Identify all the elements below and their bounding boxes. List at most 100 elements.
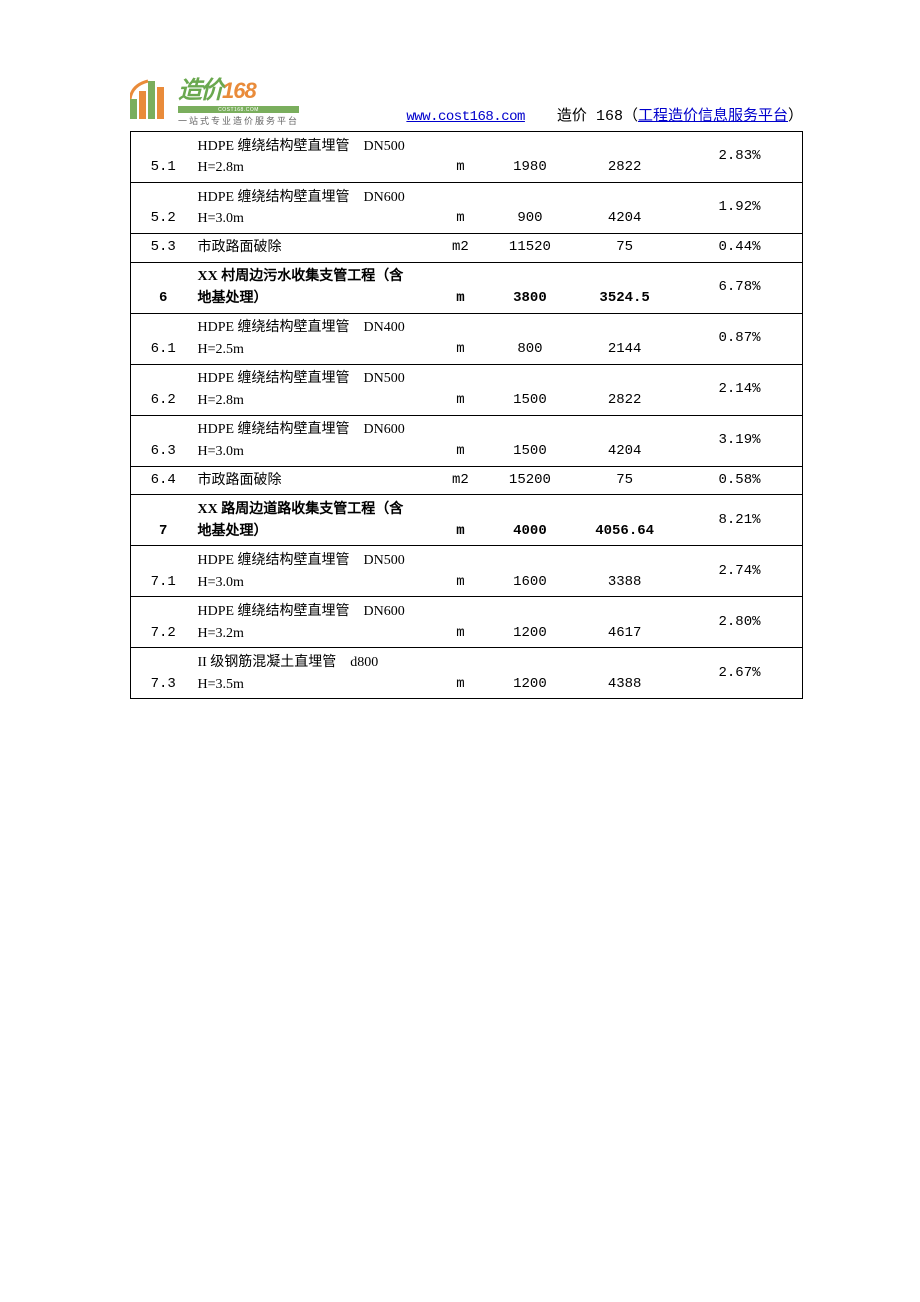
cell-unit: m	[433, 183, 487, 234]
cell-unit: m	[433, 364, 487, 415]
cell-pct: 0.44%	[677, 234, 802, 263]
logo-text: 造价168 COST168.COM 一站式专业造价服务平台	[178, 70, 299, 127]
cell-unit: m	[433, 546, 487, 597]
logo-icon	[130, 75, 176, 123]
cell-pct: 1.92%	[677, 183, 802, 234]
cell-price: 4388	[572, 648, 677, 699]
cell-qty: 800	[488, 313, 573, 364]
cell-id: 7.3	[131, 648, 196, 699]
cell-id: 5.2	[131, 183, 196, 234]
cell-qty: 3800	[488, 262, 573, 313]
cell-price: 3524.5	[572, 262, 677, 313]
cell-qty: 1200	[488, 597, 573, 648]
cell-pct: 2.67%	[677, 648, 802, 699]
table-row: 5.3市政路面破除m211520750.44%	[131, 234, 803, 263]
cell-price: 75	[572, 234, 677, 263]
logo-bar-text: COST168.COM	[178, 106, 299, 113]
cell-name: XX 村周边污水收集支管工程（含地基处理）	[195, 262, 433, 313]
cell-id: 7.2	[131, 597, 196, 648]
cell-qty: 1600	[488, 546, 573, 597]
brand-paren-open: （	[623, 108, 638, 124]
cell-qty: 4000	[488, 495, 573, 546]
cell-id: 6.1	[131, 313, 196, 364]
table-row: 7.3II 级钢筋混凝土直埋管 d800H=3.5mm120043882.67%	[131, 648, 803, 699]
cell-pct: 6.78%	[677, 262, 802, 313]
cell-unit: m	[433, 495, 487, 546]
table-row: 6XX 村周边污水收集支管工程（含地基处理）m38003524.56.78%	[131, 262, 803, 313]
brand-num: 168	[587, 108, 623, 125]
cell-unit: m	[433, 597, 487, 648]
cell-id: 7	[131, 495, 196, 546]
cell-qty: 900	[488, 183, 573, 234]
cell-price: 75	[572, 466, 677, 495]
cell-qty: 1500	[488, 364, 573, 415]
cell-pct: 2.14%	[677, 364, 802, 415]
cell-id: 7.1	[131, 546, 196, 597]
cell-unit: m	[433, 132, 487, 183]
cell-price: 4617	[572, 597, 677, 648]
cell-price: 4204	[572, 415, 677, 466]
header-brand: 造价 168（工程造价信息服务平台）	[557, 104, 803, 125]
cell-name: HDPE 缠绕结构壁直埋管 DN600H=3.2m	[195, 597, 433, 648]
logo-cn-text: 造价	[178, 70, 222, 105]
cell-pct: 0.87%	[677, 313, 802, 364]
cell-pct: 2.80%	[677, 597, 802, 648]
cell-name: 市政路面破除	[195, 234, 433, 263]
cell-unit: m2	[433, 234, 487, 263]
table-row: 7.2HDPE 缠绕结构壁直埋管 DN600H=3.2mm120046172.8…	[131, 597, 803, 648]
cell-unit: m	[433, 648, 487, 699]
cell-pct: 2.74%	[677, 546, 802, 597]
table-row: 6.2HDPE 缠绕结构壁直埋管 DN500H=2.8mm150028222.1…	[131, 364, 803, 415]
logo-sub-text: 一站式专业造价服务平台	[178, 114, 299, 127]
cell-price: 4204	[572, 183, 677, 234]
cell-price: 2822	[572, 364, 677, 415]
cell-id: 6.2	[131, 364, 196, 415]
cell-pct: 8.21%	[677, 495, 802, 546]
cell-unit: m	[433, 415, 487, 466]
cell-qty: 11520	[488, 234, 573, 263]
table-row: 6.4市政路面破除m215200750.58%	[131, 466, 803, 495]
cell-name: HDPE 缠绕结构壁直埋管 DN600H=3.0m	[195, 183, 433, 234]
brand-paren-close: ）	[788, 108, 803, 124]
cell-id: 6.3	[131, 415, 196, 466]
brand-prefix: 造价	[557, 108, 587, 124]
cell-unit: m	[433, 262, 487, 313]
cell-name: HDPE 缠绕结构壁直埋管 DN600H=3.0m	[195, 415, 433, 466]
cell-unit: m	[433, 313, 487, 364]
table-row: 6.3HDPE 缠绕结构壁直埋管 DN600H=3.0mm150042043.1…	[131, 415, 803, 466]
brand-link[interactable]: 工程造价信息服务平台	[638, 108, 788, 124]
cell-name: HDPE 缠绕结构壁直埋管 DN500H=2.8m	[195, 132, 433, 183]
cell-id: 6	[131, 262, 196, 313]
cell-pct: 2.83%	[677, 132, 802, 183]
cell-name: 市政路面破除	[195, 466, 433, 495]
cell-name: HDPE 缠绕结构壁直埋管 DN500H=3.0m	[195, 546, 433, 597]
cell-price: 2822	[572, 132, 677, 183]
cell-name: HDPE 缠绕结构壁直埋管 DN400H=2.5m	[195, 313, 433, 364]
data-table: 5.1HDPE 缠绕结构壁直埋管 DN500H=2.8mm198028222.8…	[130, 131, 803, 699]
cell-qty: 1500	[488, 415, 573, 466]
table-row: 6.1HDPE 缠绕结构壁直埋管 DN400H=2.5mm80021440.87…	[131, 313, 803, 364]
cell-id: 5.1	[131, 132, 196, 183]
page-header: 造价168 COST168.COM 一站式专业造价服务平台 www.cost16…	[130, 70, 803, 127]
cell-pct: 3.19%	[677, 415, 802, 466]
header-url-link[interactable]: www.cost168.com	[406, 109, 525, 125]
logo-num-text: 168	[222, 78, 256, 104]
logo: 造价168 COST168.COM 一站式专业造价服务平台	[130, 70, 299, 127]
cell-id: 5.3	[131, 234, 196, 263]
cell-price: 4056.64	[572, 495, 677, 546]
table-row: 7.1HDPE 缠绕结构壁直埋管 DN500H=3.0mm160033882.7…	[131, 546, 803, 597]
cell-pct: 0.58%	[677, 466, 802, 495]
table-row: 5.2HDPE 缠绕结构壁直埋管 DN600H=3.0mm90042041.92…	[131, 183, 803, 234]
cell-qty: 1200	[488, 648, 573, 699]
cell-unit: m2	[433, 466, 487, 495]
cell-name: HDPE 缠绕结构壁直埋管 DN500H=2.8m	[195, 364, 433, 415]
cell-name: XX 路周边道路收集支管工程（含地基处理）	[195, 495, 433, 546]
cell-qty: 1980	[488, 132, 573, 183]
table-row: 5.1HDPE 缠绕结构壁直埋管 DN500H=2.8mm198028222.8…	[131, 132, 803, 183]
cell-id: 6.4	[131, 466, 196, 495]
cell-price: 2144	[572, 313, 677, 364]
table-row: 7XX 路周边道路收集支管工程（含地基处理）m40004056.648.21%	[131, 495, 803, 546]
cell-name: II 级钢筋混凝土直埋管 d800H=3.5m	[195, 648, 433, 699]
cell-price: 3388	[572, 546, 677, 597]
cell-qty: 15200	[488, 466, 573, 495]
